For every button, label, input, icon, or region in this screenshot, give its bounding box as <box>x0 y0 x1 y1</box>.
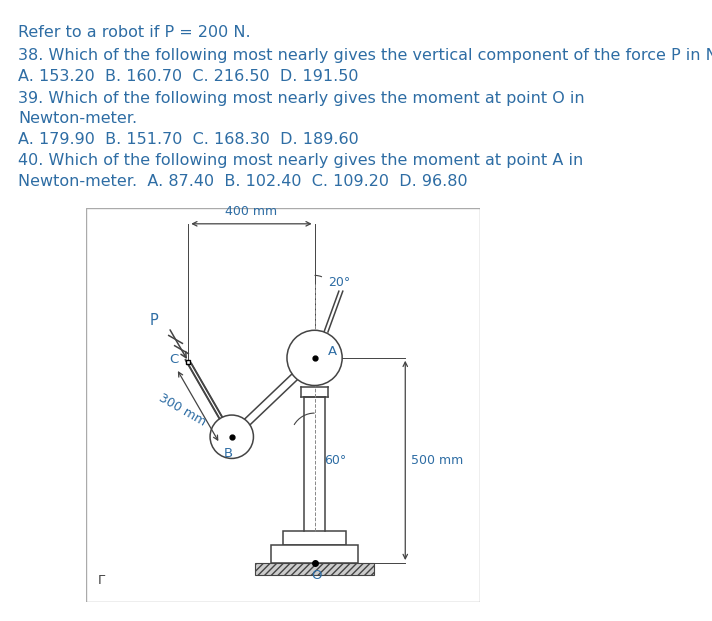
Text: 60°: 60° <box>325 454 347 467</box>
Bar <box>256 563 374 575</box>
Text: A: A <box>328 345 337 358</box>
Text: 20°: 20° <box>328 276 350 289</box>
Text: 400 mm: 400 mm <box>226 205 278 218</box>
Text: 500 mm: 500 mm <box>411 454 464 467</box>
Circle shape <box>210 415 253 458</box>
Text: P: P <box>150 313 159 328</box>
Circle shape <box>287 330 342 386</box>
Text: Newton-meter.  A. 87.40  B. 102.40  C. 109.20  D. 96.80: Newton-meter. A. 87.40 B. 102.40 C. 109.… <box>18 174 468 189</box>
Text: 38. Which of the following most nearly gives the vertical component of the force: 38. Which of the following most nearly g… <box>18 48 712 63</box>
Text: Γ: Γ <box>98 574 105 587</box>
Text: B: B <box>224 446 232 460</box>
Text: Newton-meter.: Newton-meter. <box>18 111 137 126</box>
Text: 300 mm: 300 mm <box>157 391 209 428</box>
Text: A. 153.20  B. 160.70  C. 216.50  D. 191.50: A. 153.20 B. 160.70 C. 216.50 D. 191.50 <box>18 69 359 84</box>
Text: C: C <box>169 353 179 366</box>
Text: A. 179.90  B. 151.70  C. 168.30  D. 189.60: A. 179.90 B. 151.70 C. 168.30 D. 189.60 <box>18 132 359 147</box>
Text: 40. Which of the following most nearly gives the moment at point A in: 40. Which of the following most nearly g… <box>18 153 583 168</box>
Text: Refer to a robot if P = 200 N.: Refer to a robot if P = 200 N. <box>18 25 251 40</box>
Bar <box>271 545 358 563</box>
Text: 39. Which of the following most nearly gives the moment at point O in: 39. Which of the following most nearly g… <box>18 91 585 106</box>
Text: O: O <box>311 569 322 582</box>
Bar <box>283 532 346 545</box>
